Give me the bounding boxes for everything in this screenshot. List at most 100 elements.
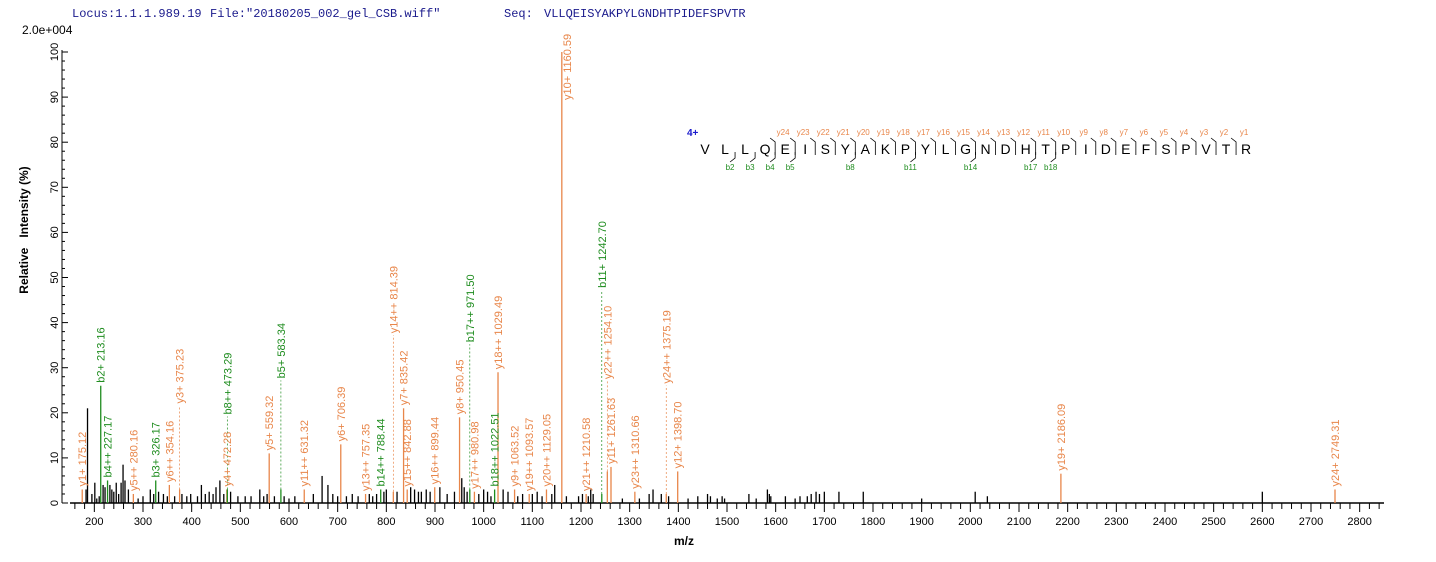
peak-label: b5+ 583.34 (276, 323, 288, 378)
sequence-residue: H (1021, 141, 1031, 157)
peak-label: y11++ 631.32 (299, 420, 311, 486)
sequence-residue: N (980, 141, 990, 157)
sequence-residue: V (1201, 141, 1211, 157)
y-cleavage-mark (1230, 137, 1237, 155)
sequence-residue: P (1181, 141, 1190, 157)
peak-label: y12+ 1398.70 (673, 401, 685, 468)
peak-label: y19+ 2186.09 (1056, 404, 1068, 471)
intensity-scale: 2.0e+004 (22, 23, 73, 37)
peak-label: b18++ 1022.51 (490, 412, 502, 486)
y-ion-marker: y24 (777, 128, 790, 137)
y-cleavage-mark (1190, 137, 1197, 155)
x-tick-label: 2700 (1299, 516, 1323, 528)
y-cleavage-mark (1150, 137, 1157, 155)
peak-label: y9+ 1063.52 (510, 426, 522, 487)
b-ion-marker: b14 (964, 163, 978, 172)
y-cleavage-mark (809, 137, 816, 155)
y-ion-marker: y3 (1200, 128, 1209, 137)
y-tick-label: 100 (49, 43, 61, 61)
sequence-residue: I (1084, 141, 1088, 157)
y-ion-marker: y20 (857, 128, 870, 137)
x-tick-label: 2300 (1104, 516, 1128, 528)
sequence-residue: D (1101, 141, 1111, 157)
x-tick-label: 2000 (958, 516, 982, 528)
b-ion-marker: b11 (904, 163, 917, 172)
sequence-residue: V (700, 141, 710, 157)
y-cleavage-mark (1110, 137, 1117, 155)
peak-label: y19++ 1093.57 (524, 418, 536, 491)
peak-label: y6++ 354.16 (164, 421, 176, 482)
b-ion-marker: b5 (786, 163, 795, 172)
y-ion-marker: y6 (1140, 128, 1149, 137)
sequence-residue: R (1241, 141, 1251, 157)
y-ion-marker: y15 (957, 128, 970, 137)
peak-label: y24+ 2749.31 (1330, 419, 1342, 486)
y-cleavage-mark (1030, 137, 1037, 155)
y-cleavage-mark (1010, 137, 1017, 155)
peak-label: y11+ 1261.63 (606, 398, 618, 464)
sequence-residue: A (861, 141, 871, 157)
seq-value: VLLQEISYAKPYLGNDHTPIDEFSPVTR (544, 7, 746, 21)
peak-label: y16++ 899.44 (430, 417, 442, 484)
peak-label: y15++ 842.88 (402, 419, 414, 486)
peak-label: b3+ 326.17 (151, 422, 163, 477)
sequence-residue: Q (760, 141, 771, 157)
x-tick-label: 700 (328, 516, 346, 528)
sequence-residue: T (1041, 141, 1050, 157)
sequence-residue: S (821, 141, 830, 157)
y-ion-marker: y14 (977, 128, 990, 137)
y-cleavage-mark (950, 137, 956, 155)
y-cleavage-mark (910, 137, 916, 155)
y-ion-marker: y16 (937, 128, 950, 137)
x-tick-label: 2500 (1201, 516, 1225, 528)
b-cleavage-mark (850, 152, 856, 163)
sequence-residue: D (1001, 141, 1011, 157)
peak-label: y24++ 1375.19 (661, 310, 673, 383)
x-tick-label: 800 (377, 516, 395, 528)
peak-label: y17++ 980.98 (469, 421, 481, 488)
b-ion-marker: b2 (726, 163, 735, 172)
b-ion-marker: b3 (746, 163, 755, 172)
x-tick-label: 500 (231, 516, 249, 528)
y-cleavage-mark (1090, 137, 1097, 155)
y-cleavage-mark (890, 137, 896, 155)
y-ion-marker: y19 (877, 128, 890, 137)
b-cleavage-mark (789, 152, 796, 163)
x-tick-label: 1200 (569, 516, 593, 528)
y-cleavage-mark (930, 137, 936, 155)
y-cleavage-mark (1210, 137, 1217, 155)
x-tick-label: 2400 (1153, 516, 1177, 528)
x-axis-title: m/z (674, 534, 694, 548)
x-tick-label: 2100 (1007, 516, 1031, 528)
peak-label: y1+ 175.12 (77, 432, 89, 487)
x-tick-label: 1500 (715, 516, 739, 528)
y-tick-label: 50 (49, 271, 61, 283)
y-ion-marker: y9 (1080, 128, 1089, 137)
y-ion-marker: y8 (1100, 128, 1109, 137)
b-cleavage-mark (1030, 152, 1037, 163)
peak-label: y20++ 1129.05 (541, 414, 553, 487)
peak-label: y14++ 814.39 (388, 266, 400, 333)
peak-label: y13++ 757.35 (361, 424, 373, 491)
y-ion-marker: y4 (1180, 128, 1189, 137)
x-tick-label: 1100 (521, 516, 545, 528)
x-tick-label: 900 (426, 516, 444, 528)
x-tick-label: 2600 (1250, 516, 1274, 528)
peak-label: y3+ 375.23 (175, 349, 187, 404)
y-tick-label: 30 (49, 362, 61, 374)
peak-label: b2+ 213.16 (96, 327, 108, 382)
b-cleavage-mark (1050, 152, 1057, 163)
y-tick-label: 70 (49, 181, 61, 193)
peak-label: y5+ 559.32 (264, 396, 276, 451)
x-tick-label: 1600 (763, 516, 787, 528)
x-tick-label: 600 (280, 516, 298, 528)
y-ion-marker: y5 (1160, 128, 1169, 137)
peak-label: y10+ 1160.59 (562, 34, 574, 100)
y-tick-label: 0 (49, 500, 61, 506)
y-ion-marker: y13 (997, 128, 1010, 137)
y-cleavage-mark (1050, 137, 1057, 155)
charge-state: 4+ (687, 128, 699, 139)
x-tick-label: 2800 (1347, 516, 1371, 528)
